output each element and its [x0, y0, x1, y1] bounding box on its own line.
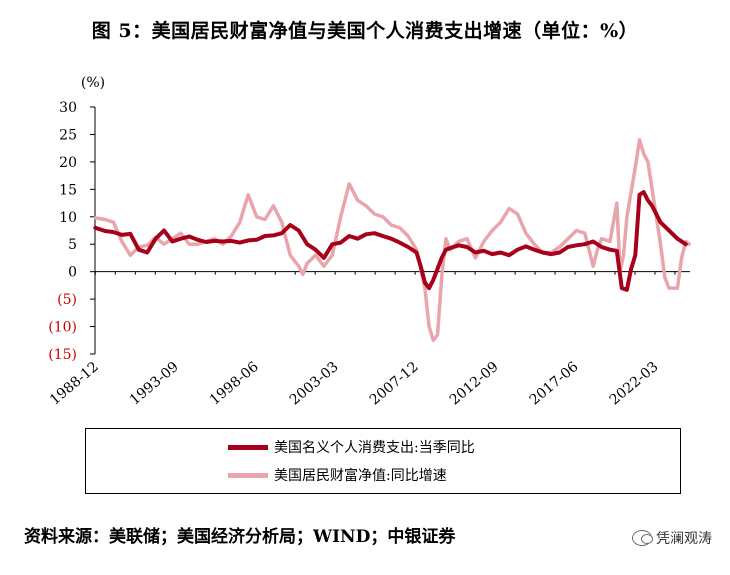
x-tick-label: 1998-06: [207, 359, 262, 409]
watermark: 凭澜观涛: [632, 528, 712, 548]
legend-swatch-wealth: [228, 472, 268, 478]
x-tick-label: 2012-09: [447, 359, 502, 409]
y-tick-label: 0: [68, 265, 77, 281]
y-tick-label: (5): [57, 292, 77, 308]
series-lines: [93, 138, 691, 343]
x-axis: 1988-12 1993-09 1998-06 2003-03 2007-12 2012-…: [47, 271, 690, 409]
y-tick-label: (15): [48, 347, 77, 363]
y-tick-label: 10: [59, 210, 77, 226]
chart-title: 图 5：美国居民财富净值与美国个人消费支出增速（单位：%）: [91, 20, 639, 42]
legend-label-pce: 美国名义个人消费支出:当季同比: [274, 440, 475, 456]
y-tick-label: 5: [68, 237, 77, 253]
y-axis-label: (%): [81, 75, 105, 91]
legend-label-wealth: 美国居民财富净值:同比增速: [274, 468, 447, 484]
wechat-icon: [632, 530, 653, 546]
watermark-text: 凭澜观涛: [656, 531, 712, 547]
y-tick-label: 15: [59, 182, 77, 198]
y-axis: (%)30 25 20 15 10 5 0 (5) (10) (15): [48, 75, 105, 363]
legend-item-pce: 美国名义个人消费支出:当季同比: [228, 437, 475, 457]
source-note: 资料来源：美联储；美国经济分析局；WIND；中银证券: [24, 527, 456, 547]
legend-item-wealth: 美国居民财富净值:同比增速: [228, 465, 447, 485]
series-line-pce: [93, 190, 688, 292]
y-tick-label: 30: [59, 100, 77, 116]
y-tick-label: 20: [59, 155, 77, 171]
x-tick-label: 1993-09: [127, 359, 182, 409]
x-tick-label: 2007-12: [367, 359, 422, 409]
legend-swatch-pce: [228, 444, 268, 450]
x-tick-label: 1988-12: [47, 359, 102, 409]
y-tick-label: 25: [59, 127, 77, 143]
x-tick-label: 2022-03: [607, 359, 662, 409]
x-tick-label: 2003-03: [287, 359, 342, 409]
y-tick-label: (10): [48, 320, 77, 336]
legend: 美国名义个人消费支出:当季同比 美国居民财富净值:同比增速: [85, 428, 681, 494]
x-tick-label: 2017-06: [527, 359, 582, 409]
